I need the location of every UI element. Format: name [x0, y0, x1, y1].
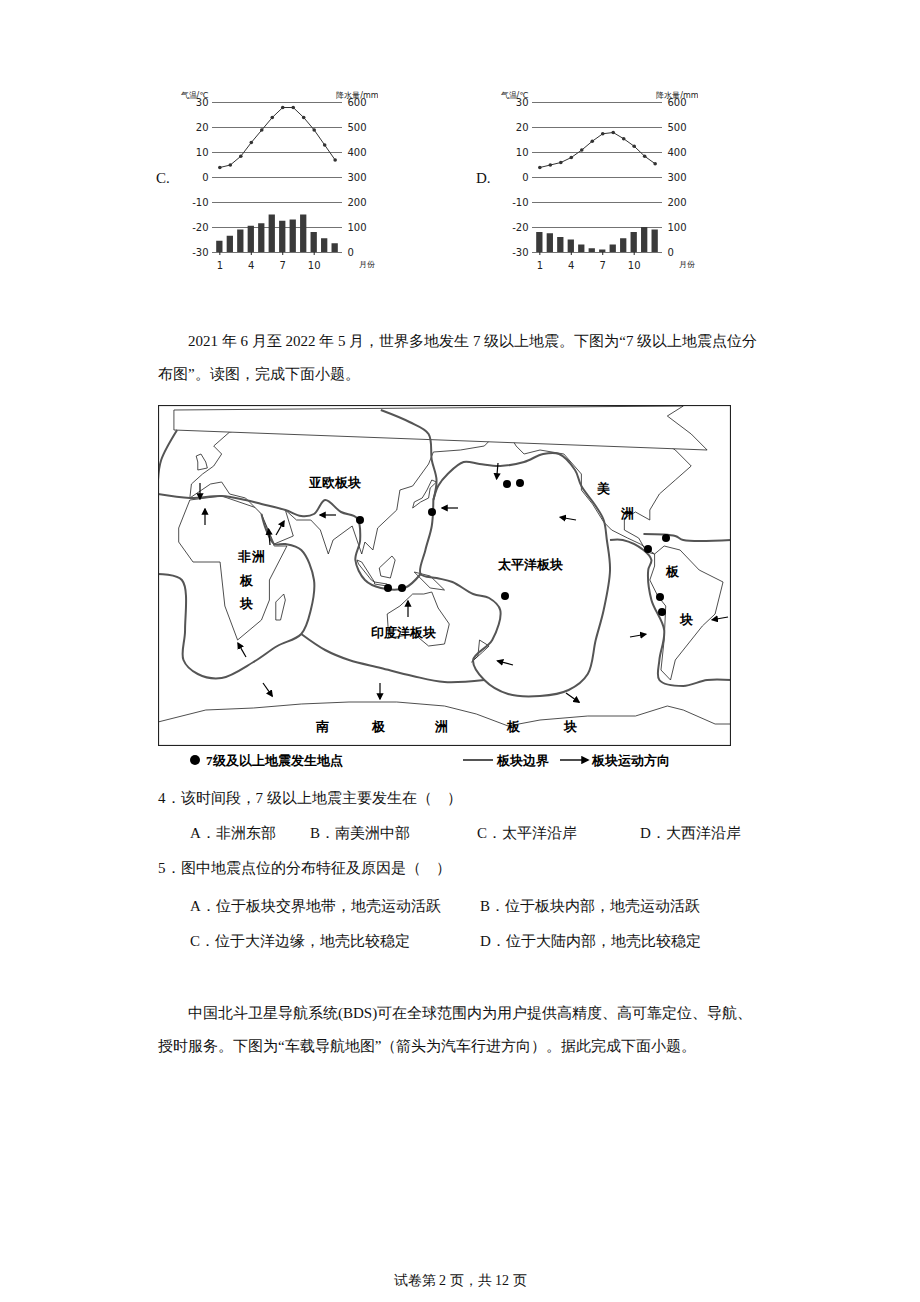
- svg-text:400: 400: [668, 147, 687, 158]
- svg-text:气温/℃: 气温/℃: [181, 91, 209, 100]
- html-text:C．位于大洋边缘，地壳比较稳定: C．位于大洋边缘，地壳比较稳定: [190, 933, 410, 949]
- svg-text:1: 1: [537, 260, 543, 271]
- html-text:2021 年 6 月至 2022 年 5 月，世界多地发生: 2021 年 6 月至 2022 年 5 月，世界多地发生 7 级以上地震。下图…: [158, 333, 758, 382]
- svg-text:400: 400: [348, 147, 367, 158]
- svg-text:500: 500: [668, 122, 687, 133]
- svg-text:板块边界: 板块边界: [496, 753, 549, 768]
- svg-text:-30: -30: [192, 247, 208, 258]
- svg-text:20: 20: [196, 122, 209, 133]
- svg-text:600: 600: [347, 96, 367, 108]
- svg-text:1: 1: [217, 260, 223, 271]
- svg-text:7级及以上地震发生地点: 7级及以上地震发生地点: [206, 753, 343, 768]
- html-text:A．非洲东部: A．非洲东部: [190, 825, 276, 841]
- svg-text:洲: 洲: [620, 506, 634, 521]
- svg-text:月份: 月份: [679, 260, 695, 269]
- svg-text:7: 7: [600, 260, 606, 271]
- svg-text:10: 10: [308, 260, 321, 271]
- html-text:D．位于大陆内部，地壳比较稳定: D．位于大陆内部，地壳比较稳定: [480, 933, 701, 949]
- svg-text:洲: 洲: [434, 719, 448, 734]
- svg-text:10: 10: [196, 147, 209, 158]
- svg-text:300: 300: [668, 172, 687, 183]
- svg-text:板: 板: [239, 573, 254, 588]
- svg-text:气温/℃: 气温/℃: [501, 91, 529, 100]
- html-text:C.: C.: [156, 170, 170, 186]
- svg-text:板: 板: [506, 719, 521, 734]
- svg-text:200: 200: [668, 197, 687, 208]
- svg-text:10: 10: [628, 260, 641, 271]
- svg-text:20: 20: [516, 122, 529, 133]
- svg-text:30: 30: [195, 96, 209, 108]
- svg-text:7: 7: [280, 260, 286, 271]
- html-text:5．图中地震点位的分布特征及原因是（ ）: 5．图中地震点位的分布特征及原因是（ ）: [158, 860, 451, 876]
- svg-text:300: 300: [348, 172, 367, 183]
- svg-text:太平洋板块: 太平洋板块: [497, 557, 563, 572]
- svg-text:4: 4: [248, 260, 254, 271]
- svg-text:10: 10: [516, 147, 529, 158]
- svg-text:4: 4: [568, 260, 574, 271]
- svg-text:-20: -20: [192, 222, 208, 233]
- svg-text:板: 板: [665, 564, 680, 579]
- svg-text:亚欧板块: 亚欧板块: [308, 475, 361, 490]
- svg-text:-10: -10: [192, 197, 208, 208]
- svg-text:块: 块: [239, 596, 253, 611]
- svg-text:降水量/mm: 降水量/mm: [336, 91, 378, 100]
- svg-text:0: 0: [348, 247, 354, 258]
- svg-text:-10: -10: [512, 197, 528, 208]
- svg-text:500: 500: [348, 122, 367, 133]
- svg-text:块: 块: [679, 612, 693, 627]
- svg-text:降水量/mm: 降水量/mm: [656, 91, 698, 100]
- svg-text:-20: -20: [512, 222, 528, 233]
- svg-text:600: 600: [667, 96, 687, 108]
- svg-text:200: 200: [348, 197, 367, 208]
- svg-text:板块运动方向: 板块运动方向: [591, 753, 670, 768]
- svg-text:美: 美: [596, 481, 610, 496]
- html-text:D.: D.: [476, 170, 491, 186]
- html-text:B．位于板块内部，地壳运动活跃: B．位于板块内部，地壳运动活跃: [480, 898, 700, 914]
- svg-text:0: 0: [668, 247, 674, 258]
- svg-text:0: 0: [522, 172, 528, 183]
- svg-text:-30: -30: [512, 247, 528, 258]
- svg-text:块: 块: [563, 719, 577, 734]
- svg-text:30: 30: [515, 96, 529, 108]
- html-text:D．大西洋沿岸: D．大西洋沿岸: [640, 825, 741, 841]
- svg-text:100: 100: [348, 222, 367, 233]
- svg-text:极: 极: [371, 719, 386, 734]
- svg-text:0: 0: [202, 172, 208, 183]
- svg-text:100: 100: [668, 222, 687, 233]
- html-text:试卷第 2 页，共 12 页: 试卷第 2 页，共 12 页: [393, 1273, 527, 1288]
- svg-text:南: 南: [315, 719, 329, 734]
- svg-text:洲: 洲: [251, 549, 265, 564]
- html-text:C．太平洋沿岸: C．太平洋沿岸: [477, 825, 577, 841]
- svg-text:非: 非: [237, 549, 251, 564]
- html-text:4．该时间段，7 级以上地震主要发生在（ ）: 4．该时间段，7 级以上地震主要发生在（ ）: [158, 790, 462, 806]
- html-text:A．位于板块交界地带，地壳运动活跃: A．位于板块交界地带，地壳运动活跃: [190, 898, 441, 914]
- svg-text:印度洋板块: 印度洋板块: [371, 625, 436, 640]
- html-text:B．南美洲中部: B．南美洲中部: [310, 825, 410, 841]
- html-text:中国北斗卫星导航系统(BDS)可在全球范围内为用户提供高精度: 中国北斗卫星导航系统(BDS)可在全球范围内为用户提供高精度、高可靠定位、导航、…: [158, 1005, 753, 1054]
- svg-text:月份: 月份: [359, 260, 375, 269]
